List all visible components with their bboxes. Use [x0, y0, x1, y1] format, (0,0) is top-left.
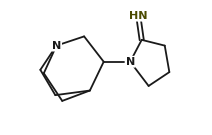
Text: N: N [126, 57, 135, 67]
Text: HN: HN [129, 11, 148, 21]
Text: N: N [52, 41, 61, 51]
